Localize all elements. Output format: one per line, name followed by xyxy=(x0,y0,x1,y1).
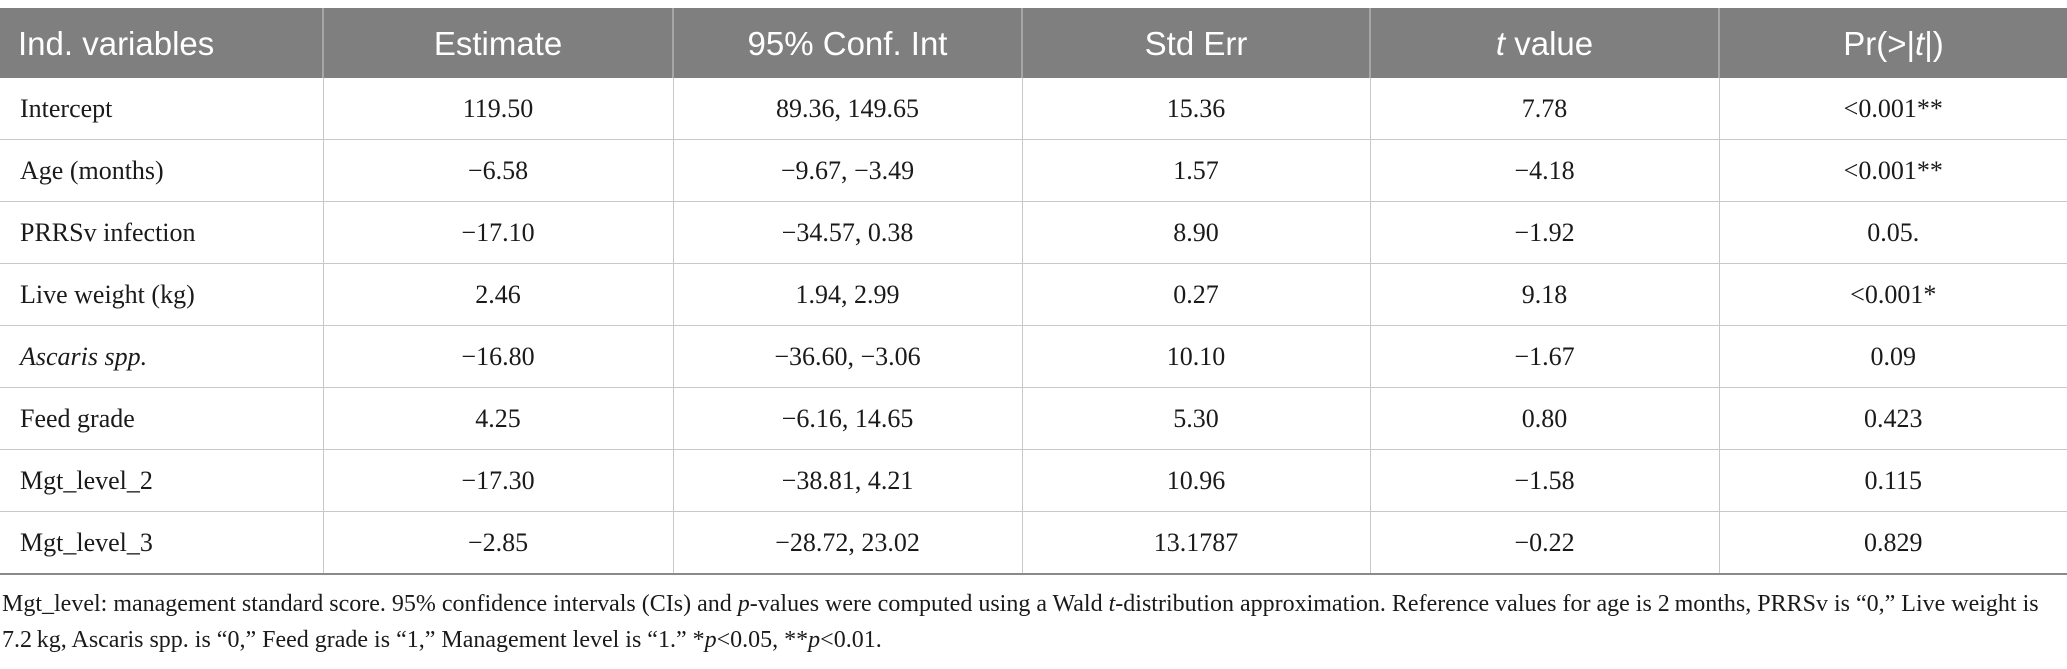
cell-conf-int: −34.57, 0.38 xyxy=(672,201,1022,264)
cell-t-value: −1.92 xyxy=(1369,201,1719,264)
cell-std-err: 1.57 xyxy=(1021,139,1370,202)
cell-p-value: 0.423 xyxy=(1718,387,2067,450)
cell-estimate: 4.25 xyxy=(322,387,673,450)
regression-results-table: Ind. variables Estimate 95% Conf. Int St… xyxy=(0,8,2067,575)
table-row: Intercept 119.50 89.36, 149.65 15.36 7.7… xyxy=(0,78,2067,140)
cell-conf-int: 89.36, 149.65 xyxy=(672,78,1022,140)
cell-variable: Live weight (kg) xyxy=(0,263,323,326)
footnote-p-italic: p xyxy=(737,591,750,617)
cell-variable: Mgt_level_2 xyxy=(0,449,323,512)
cell-variable: PRRSv infection xyxy=(0,201,323,264)
header-t-value-italic: t xyxy=(1495,24,1506,62)
cell-p-value: 0.115 xyxy=(1718,449,2067,512)
cell-variable: Intercept xyxy=(0,78,323,140)
footnote-part2: -values were computed using a Wald xyxy=(749,591,1109,617)
cell-estimate: −6.58 xyxy=(322,139,673,202)
cell-conf-int: −38.81, 4.21 xyxy=(672,449,1022,512)
footnote-part5: <0.01. xyxy=(820,627,882,653)
footnote-t-italic: t xyxy=(1108,591,1116,617)
footnote-p-italic: p xyxy=(808,627,821,653)
header-estimate: Estimate xyxy=(322,8,673,78)
header-p-value-italic: t xyxy=(1915,24,1925,62)
cell-p-value: <0.001* xyxy=(1718,263,2067,326)
cell-std-err: 13.1787 xyxy=(1021,511,1370,575)
header-std-err: Std Err xyxy=(1021,8,1370,78)
cell-t-value: −1.67 xyxy=(1369,325,1719,388)
cell-estimate: −2.85 xyxy=(322,511,673,575)
cell-t-value: −4.18 xyxy=(1369,139,1719,202)
cell-estimate: 119.50 xyxy=(322,78,673,140)
table-row: Live weight (kg) 2.46 1.94, 2.99 0.27 9.… xyxy=(0,263,2067,326)
cell-conf-int: −36.60, −3.06 xyxy=(672,325,1022,388)
cell-std-err: 10.96 xyxy=(1021,449,1370,512)
header-p-value: Pr(>|t|) xyxy=(1718,8,2067,78)
results-table-container: Ind. variables Estimate 95% Conf. Int St… xyxy=(0,8,2067,575)
cell-std-err: 15.36 xyxy=(1021,78,1370,140)
cell-variable: Ascaris spp. xyxy=(0,325,323,388)
table-row: Age (months) −6.58 −9.67, −3.49 1.57 −4.… xyxy=(0,139,2067,202)
cell-estimate: 2.46 xyxy=(322,263,673,326)
cell-variable: Feed grade xyxy=(0,387,323,450)
cell-p-value: <0.001** xyxy=(1718,139,2067,202)
cell-p-value: 0.05. xyxy=(1718,201,2067,264)
cell-std-err: 0.27 xyxy=(1021,263,1370,326)
table-row: PRRSv infection −17.10 −34.57, 0.38 8.90… xyxy=(0,201,2067,264)
table-row: Mgt_level_3 −2.85 −28.72, 23.02 13.1787 … xyxy=(0,511,2067,575)
footnote-p-italic: p xyxy=(704,627,717,653)
cell-conf-int: −28.72, 23.02 xyxy=(672,511,1022,575)
table-row: Ascaris spp. −16.80 −36.60, −3.06 10.10 … xyxy=(0,325,2067,388)
table-header: Ind. variables Estimate 95% Conf. Int St… xyxy=(0,8,2067,78)
cell-variable: Age (months) xyxy=(0,139,323,202)
cell-estimate: −17.30 xyxy=(322,449,673,512)
header-p-value-pre: Pr(>| xyxy=(1843,24,1916,62)
header-ind-variables: Ind. variables xyxy=(0,8,323,78)
cell-conf-int: −9.67, −3.49 xyxy=(672,139,1022,202)
cell-std-err: 10.10 xyxy=(1021,325,1370,388)
cell-p-value: 0.09 xyxy=(1718,325,2067,388)
cell-variable: Mgt_level_3 xyxy=(0,511,323,575)
cell-t-value: −0.22 xyxy=(1369,511,1719,575)
table-row: Mgt_level_2 −17.30 −38.81, 4.21 10.96 −1… xyxy=(0,449,2067,512)
header-row: Ind. variables Estimate 95% Conf. Int St… xyxy=(0,8,2067,78)
footnote-part3: -distribution approximation. Reference v… xyxy=(2,591,2039,653)
cell-p-value: <0.001** xyxy=(1718,78,2067,140)
cell-estimate: −16.80 xyxy=(322,325,673,388)
cell-std-err: 5.30 xyxy=(1021,387,1370,450)
footnote-part1: Mgt_level: management standard score. 95… xyxy=(2,591,738,617)
cell-t-value: −1.58 xyxy=(1369,449,1719,512)
cell-conf-int: 1.94, 2.99 xyxy=(672,263,1022,326)
cell-conf-int: −6.16, 14.65 xyxy=(672,387,1022,450)
header-p-value-post: |) xyxy=(1924,24,1944,62)
cell-t-value: 7.78 xyxy=(1369,78,1719,140)
cell-std-err: 8.90 xyxy=(1021,201,1370,264)
header-conf-int: 95% Conf. Int xyxy=(672,8,1022,78)
cell-p-value: 0.829 xyxy=(1718,511,2067,575)
table-row: Feed grade 4.25 −6.16, 14.65 5.30 0.80 0… xyxy=(0,387,2067,450)
header-t-value: t value xyxy=(1369,8,1719,78)
header-t-value-text: value xyxy=(1505,24,1594,62)
cell-estimate: −17.10 xyxy=(322,201,673,264)
footnote-part4: <0.05, ** xyxy=(716,627,809,653)
table-body: Intercept 119.50 89.36, 149.65 15.36 7.7… xyxy=(0,78,2067,575)
table-footnote: Mgt_level: management standard score. 95… xyxy=(2,586,2062,658)
cell-t-value: 0.80 xyxy=(1369,387,1719,450)
cell-t-value: 9.18 xyxy=(1369,263,1719,326)
